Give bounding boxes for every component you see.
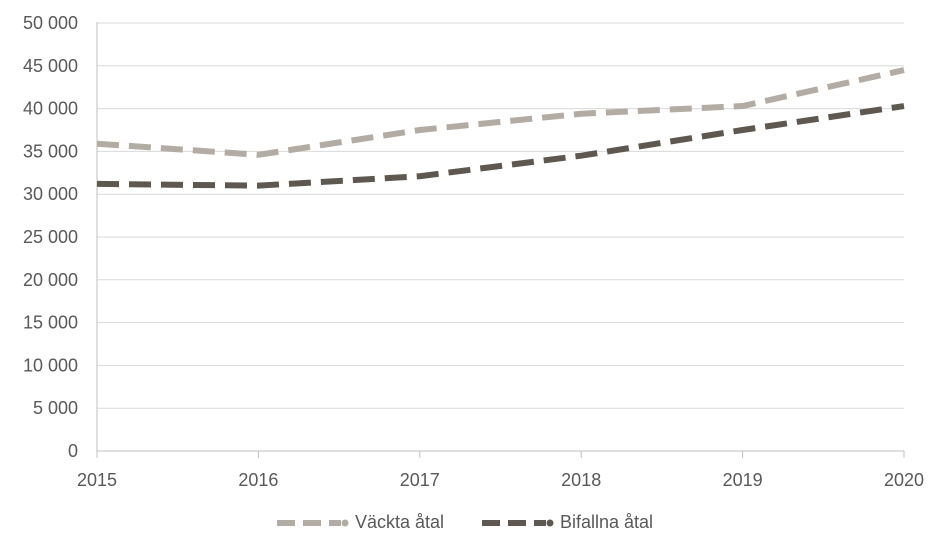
legend-label-bifallna: Bifallna åtal [560,512,654,532]
x-tick-label: 2019 [723,470,763,490]
y-tick-label: 35 000 [23,141,78,161]
series-line-vackta [96,67,905,158]
x-tick-label: 2016 [238,470,278,490]
y-tick-label: 25 000 [23,227,78,247]
y-tick-label: 0 [68,441,78,461]
x-tick-label: 2018 [561,470,601,490]
y-tick-label: 30 000 [23,184,78,204]
x-tick-label: 2020 [884,470,924,490]
x-tick-label: 2015 [77,470,117,490]
y-tick-label: 45 000 [23,56,78,76]
y-tick-label: 50 000 [23,13,78,33]
x-tick-label: 2017 [400,470,440,490]
legend-label-vackta: Väckta åtal [354,512,444,532]
y-tick-label: 40 000 [23,99,78,119]
y-tick-label: 10 000 [23,355,78,375]
series-line-bifallna [96,103,905,189]
y-tick-label: 5 000 [33,398,78,418]
y-tick-label: 15 000 [23,313,78,333]
chart-canvas: 0 5 000 10 000 15 000 20 000 25 000 30 000 35 0… [23,13,924,490]
y-tick-label: 20 000 [23,270,78,290]
legend-swatch-vackta [276,519,349,526]
legend-item-bifallna: Bifallna åtal [480,512,653,533]
legend: Väckta åtal Bifallna åtal [0,512,928,533]
legend-swatch-bifallna [482,519,554,526]
legend-item-vackta: Väckta åtal [275,512,444,533]
